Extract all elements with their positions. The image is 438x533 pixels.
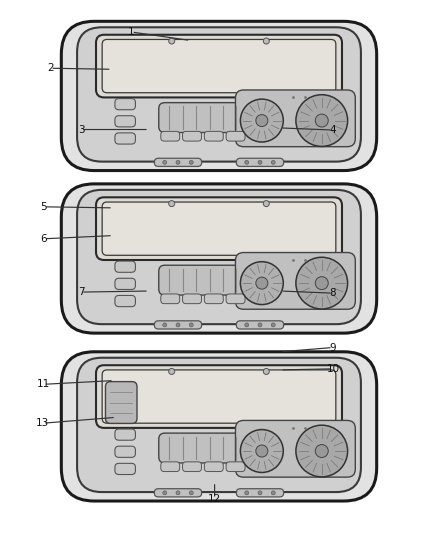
FancyBboxPatch shape (102, 202, 336, 255)
FancyBboxPatch shape (237, 489, 284, 497)
FancyBboxPatch shape (226, 131, 245, 141)
Circle shape (315, 114, 328, 127)
Circle shape (256, 277, 268, 289)
Text: 12: 12 (208, 494, 221, 504)
FancyBboxPatch shape (115, 261, 135, 272)
Circle shape (245, 491, 249, 495)
Text: 10: 10 (326, 364, 339, 374)
Circle shape (169, 200, 175, 207)
Circle shape (163, 160, 167, 164)
Circle shape (258, 323, 262, 327)
Circle shape (176, 160, 180, 164)
Text: 5: 5 (40, 202, 47, 212)
Circle shape (245, 160, 249, 164)
FancyBboxPatch shape (96, 197, 342, 260)
Text: 13: 13 (36, 418, 49, 428)
FancyBboxPatch shape (236, 253, 355, 309)
Circle shape (263, 38, 269, 44)
FancyBboxPatch shape (236, 421, 355, 477)
Circle shape (315, 277, 328, 289)
Circle shape (176, 323, 180, 327)
FancyBboxPatch shape (237, 158, 284, 166)
FancyBboxPatch shape (115, 295, 135, 306)
FancyBboxPatch shape (102, 39, 336, 93)
Text: 6: 6 (40, 234, 47, 244)
Circle shape (263, 368, 269, 375)
Circle shape (263, 200, 269, 207)
FancyBboxPatch shape (237, 321, 284, 329)
FancyBboxPatch shape (77, 358, 361, 492)
FancyBboxPatch shape (161, 294, 180, 304)
Text: 9: 9 (329, 343, 336, 352)
FancyBboxPatch shape (115, 278, 135, 289)
FancyBboxPatch shape (61, 21, 377, 171)
FancyBboxPatch shape (115, 133, 135, 144)
FancyBboxPatch shape (183, 294, 201, 304)
FancyBboxPatch shape (205, 131, 223, 141)
FancyBboxPatch shape (183, 131, 201, 141)
FancyBboxPatch shape (154, 158, 201, 166)
Circle shape (163, 491, 167, 495)
Circle shape (258, 491, 262, 495)
Circle shape (258, 160, 262, 164)
Text: 3: 3 (78, 125, 85, 134)
Circle shape (240, 430, 283, 472)
Circle shape (189, 160, 193, 164)
FancyBboxPatch shape (161, 131, 180, 141)
Circle shape (189, 491, 193, 495)
FancyBboxPatch shape (154, 489, 201, 497)
Text: 2: 2 (47, 63, 54, 73)
FancyBboxPatch shape (159, 265, 247, 295)
FancyBboxPatch shape (159, 103, 247, 133)
Text: 8: 8 (329, 288, 336, 298)
FancyBboxPatch shape (115, 463, 135, 474)
FancyBboxPatch shape (96, 35, 342, 98)
Circle shape (256, 115, 268, 126)
FancyBboxPatch shape (61, 184, 377, 333)
FancyBboxPatch shape (96, 365, 342, 428)
FancyBboxPatch shape (77, 190, 361, 324)
Circle shape (240, 99, 283, 142)
Circle shape (163, 323, 167, 327)
FancyBboxPatch shape (205, 462, 223, 472)
Circle shape (176, 491, 180, 495)
FancyBboxPatch shape (115, 99, 135, 110)
Circle shape (169, 38, 175, 44)
FancyBboxPatch shape (61, 352, 377, 501)
Circle shape (315, 445, 328, 457)
Circle shape (271, 160, 275, 164)
FancyBboxPatch shape (115, 116, 135, 127)
FancyBboxPatch shape (115, 446, 135, 457)
Circle shape (296, 95, 348, 147)
FancyBboxPatch shape (183, 462, 201, 472)
FancyBboxPatch shape (205, 294, 223, 304)
Circle shape (296, 257, 348, 309)
Circle shape (256, 445, 268, 457)
FancyBboxPatch shape (154, 321, 201, 329)
FancyBboxPatch shape (159, 433, 247, 463)
Text: 7: 7 (78, 287, 85, 297)
FancyBboxPatch shape (161, 462, 180, 472)
FancyBboxPatch shape (226, 462, 245, 472)
FancyBboxPatch shape (236, 90, 355, 147)
Circle shape (169, 368, 175, 375)
Circle shape (271, 491, 275, 495)
Text: 11: 11 (37, 379, 50, 389)
FancyBboxPatch shape (77, 27, 361, 161)
FancyBboxPatch shape (106, 382, 137, 423)
FancyBboxPatch shape (226, 294, 245, 304)
Circle shape (245, 323, 249, 327)
Circle shape (240, 262, 283, 304)
Circle shape (271, 323, 275, 327)
Text: 4: 4 (329, 125, 336, 135)
FancyBboxPatch shape (115, 429, 135, 440)
Text: 1: 1 (128, 27, 135, 37)
Circle shape (189, 323, 193, 327)
Circle shape (296, 425, 348, 477)
FancyBboxPatch shape (102, 370, 336, 423)
